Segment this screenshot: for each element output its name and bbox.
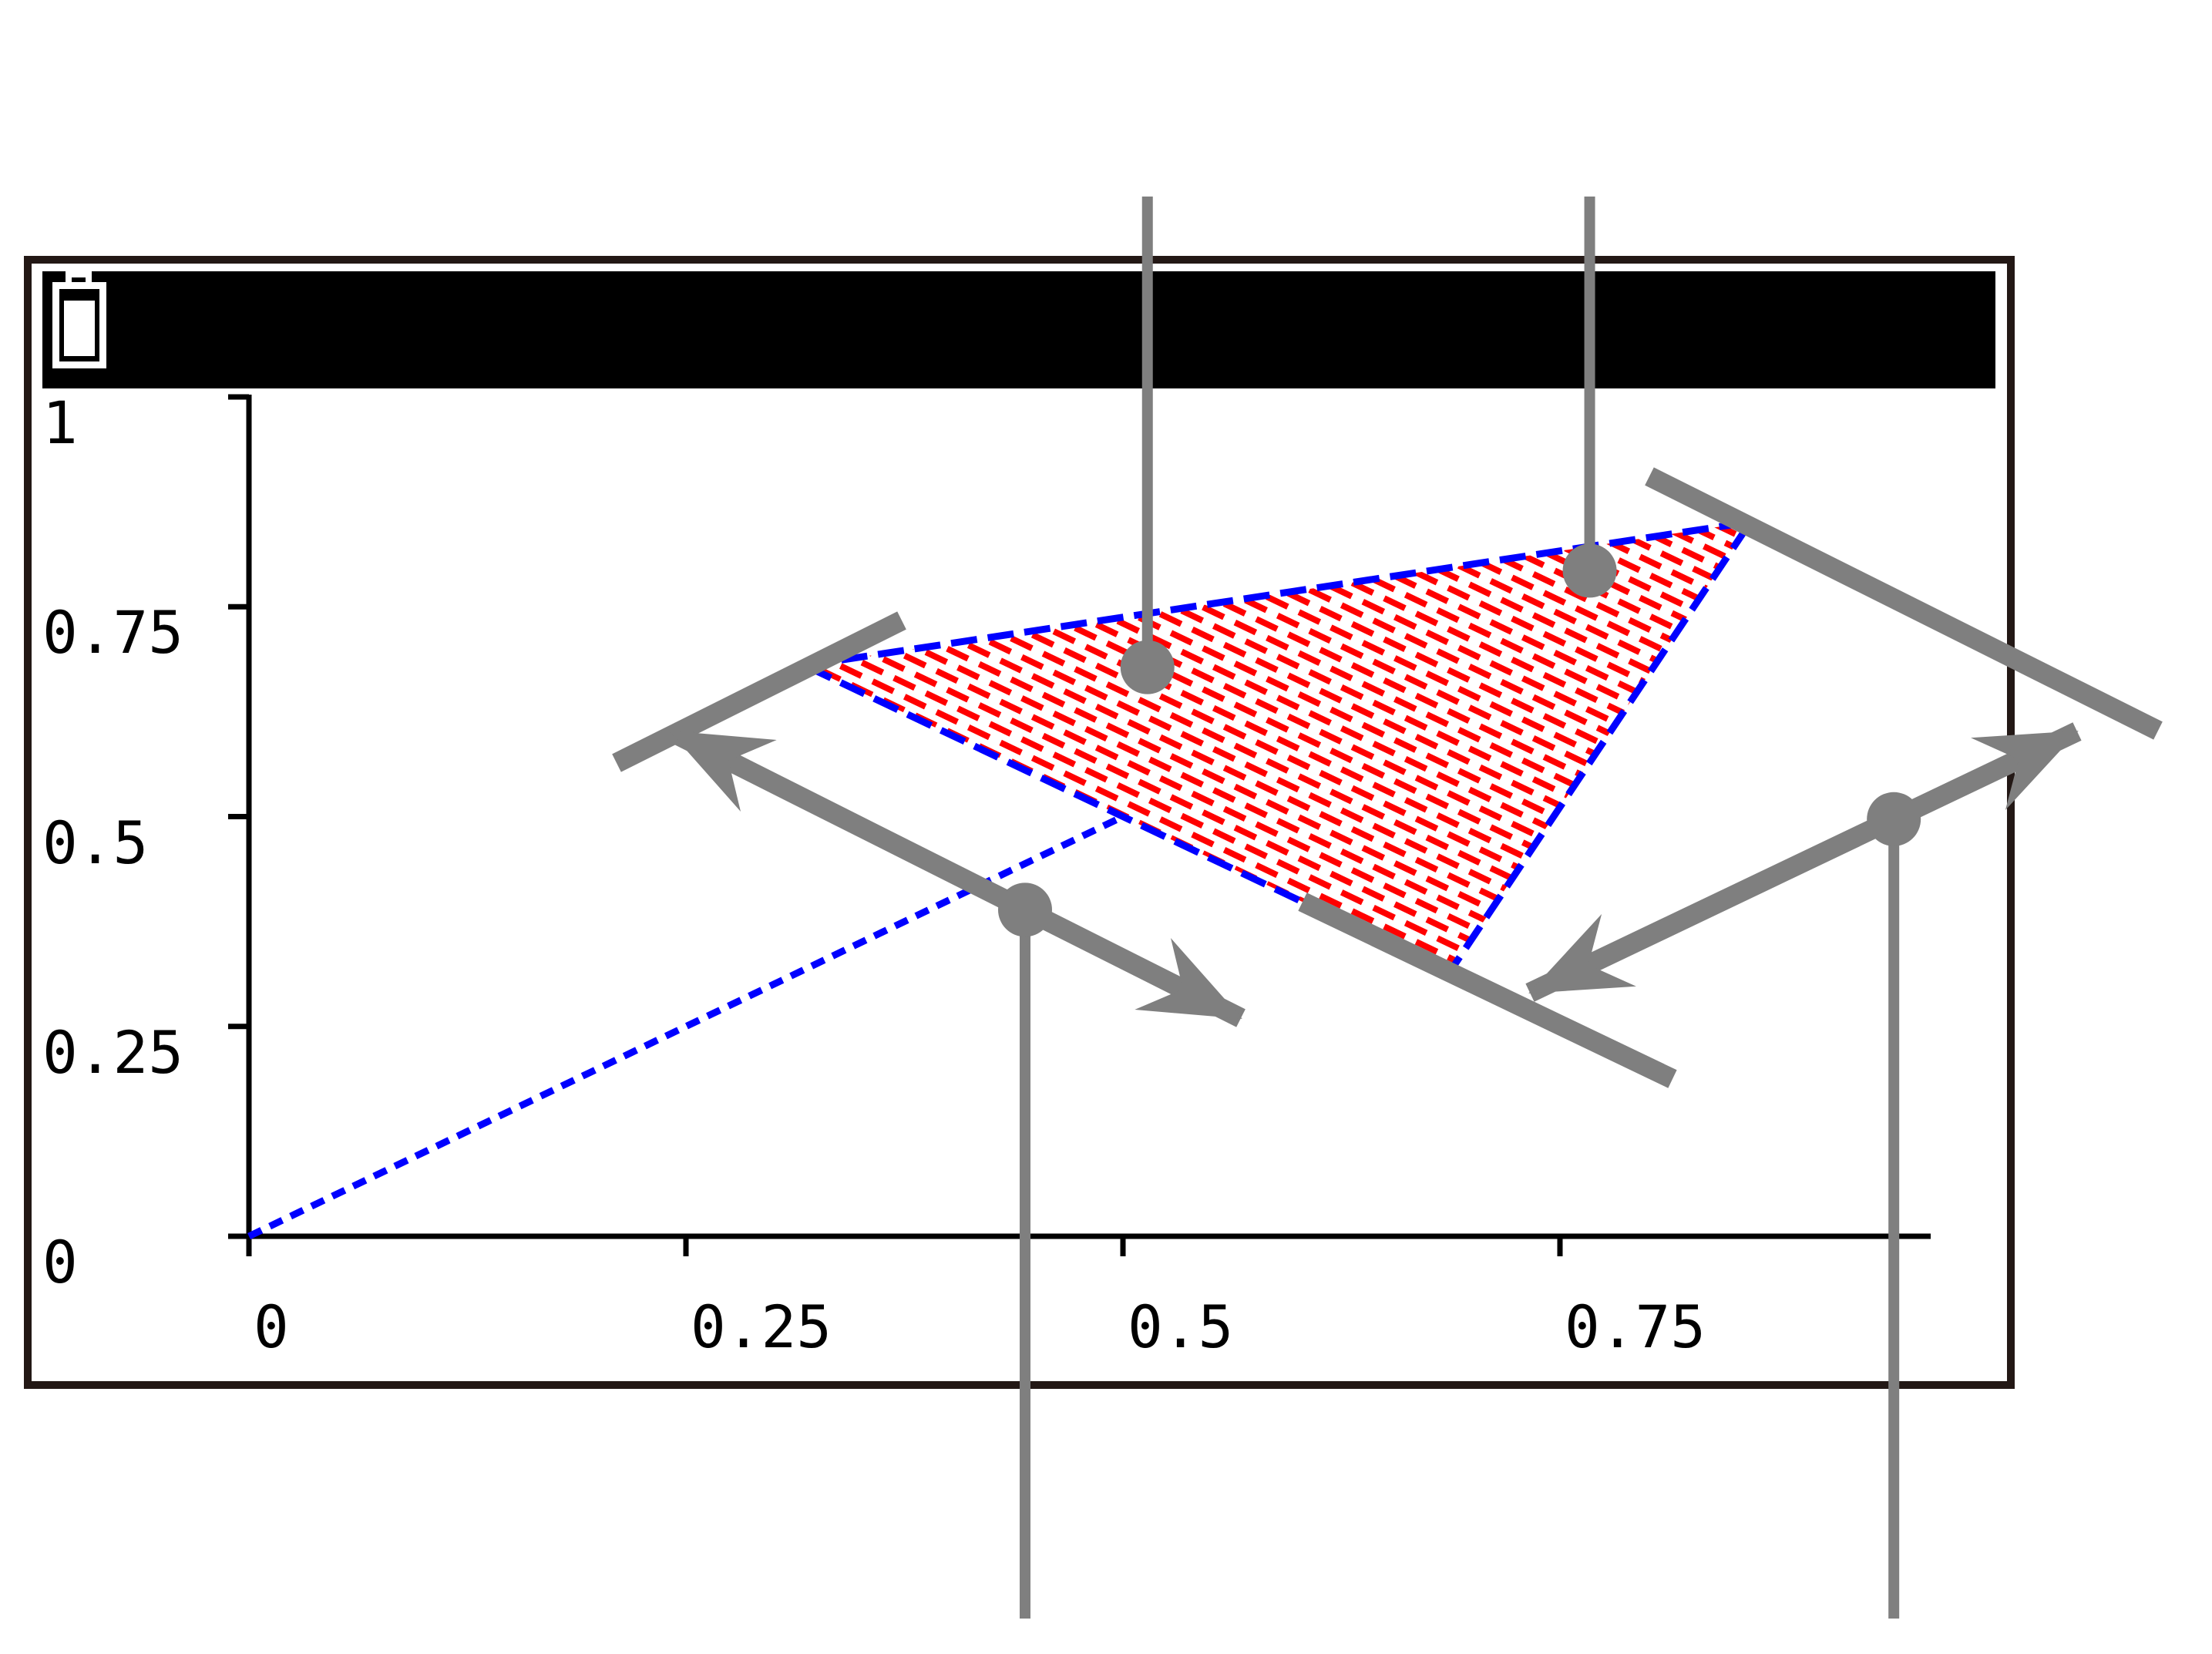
y-tick-label: 0.75 bbox=[42, 598, 184, 667]
battery-icon bbox=[52, 271, 106, 368]
y-tick-label: 0.25 bbox=[42, 1017, 184, 1087]
x-tick-label: 0 bbox=[254, 1293, 289, 1361]
x-tick-label: 0.5 bbox=[1128, 1293, 1234, 1361]
title-bar bbox=[42, 271, 1995, 388]
y-tick-label: 0 bbox=[42, 1228, 78, 1296]
battery-charge-level bbox=[64, 301, 95, 356]
y-tick-label: 0.5 bbox=[42, 808, 149, 877]
x-tick-label: 0.25 bbox=[691, 1293, 832, 1361]
x-tick-label: 0.75 bbox=[1565, 1293, 1706, 1361]
y-tick-label: 1 bbox=[42, 388, 78, 457]
